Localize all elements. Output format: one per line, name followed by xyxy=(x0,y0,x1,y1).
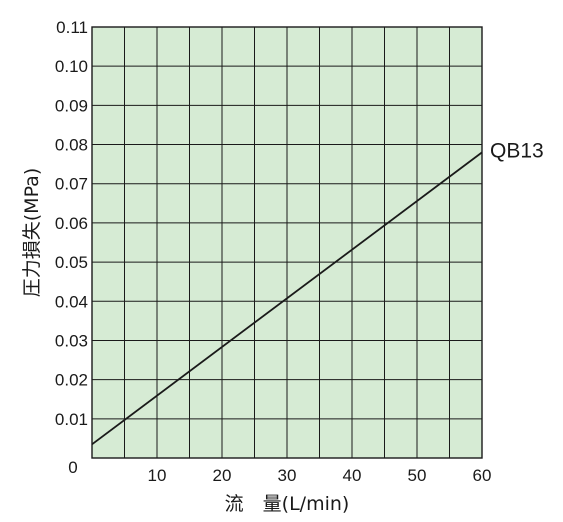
y-tick-label: 0.06 xyxy=(55,214,88,233)
y-axis-tick-labels: 0.01 0.02 0.03 0.04 0.05 0.06 0.07 0.08 0.09 0.10… xyxy=(55,18,88,429)
y-tick-label: 0.05 xyxy=(55,253,88,272)
y-tick-label: 0.10 xyxy=(55,57,88,76)
y-tick-label: 0.03 xyxy=(55,331,88,350)
y-tick-label: 0.02 xyxy=(55,371,88,390)
y-tick-label: 0.08 xyxy=(55,136,88,155)
y-tick-label: 0.07 xyxy=(55,175,88,194)
y-tick-label: 0.11 xyxy=(56,18,88,37)
series-line-qb13 xyxy=(91,151,483,446)
x-tick-label: 50 xyxy=(408,466,427,485)
series-label: QB13 xyxy=(490,139,544,162)
plot-frame xyxy=(91,26,483,459)
y-tick-label: 0.09 xyxy=(55,96,88,115)
x-tick-label: 20 xyxy=(213,466,232,485)
y-tick-label: 0.01 xyxy=(55,410,88,429)
x-tick-label: 40 xyxy=(343,466,362,485)
x-axis-title: 流 量(L/min) xyxy=(225,493,350,515)
y-tick-label: 0.04 xyxy=(55,292,88,311)
grid xyxy=(92,27,482,458)
x-tick-label: 10 xyxy=(148,466,167,485)
x-tick-label: 60 xyxy=(473,466,492,485)
y-axis-title: 圧力損失(MPa) xyxy=(21,168,43,297)
series-lines: QB13 xyxy=(91,139,544,446)
x-tick-label: 30 xyxy=(278,466,297,485)
x-tick-label: 0 xyxy=(68,458,77,477)
x-axis-tick-labels: 0 10 20 30 40 50 60 xyxy=(68,458,491,485)
